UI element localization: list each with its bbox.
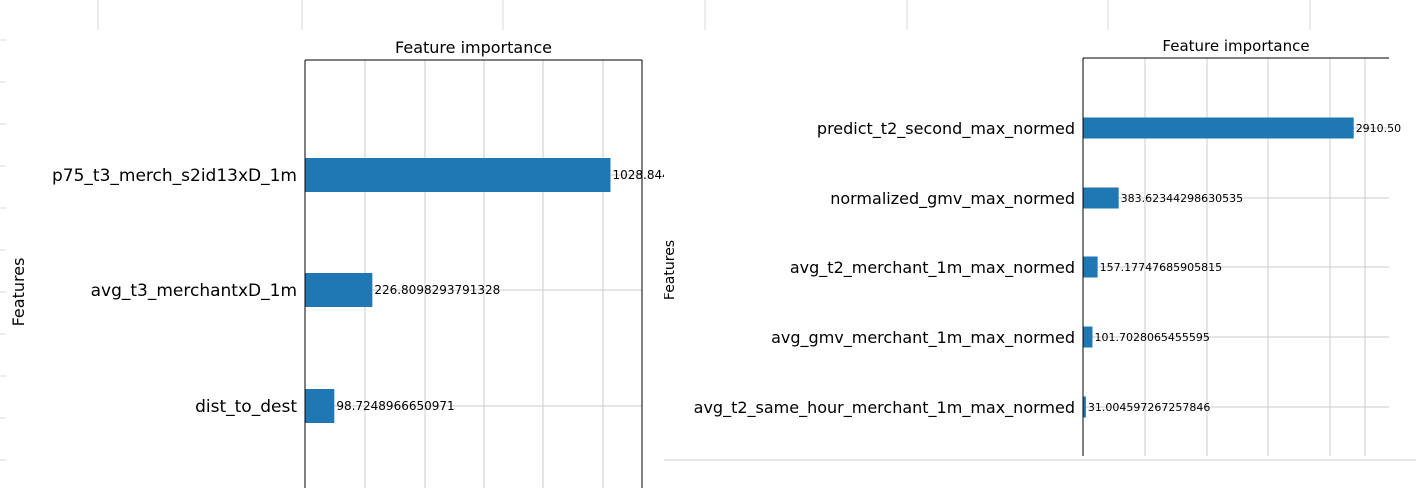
bar-value-label: 1028.844	[612, 168, 664, 182]
category-tick-label: normalized_gmv_max_normed	[830, 189, 1075, 209]
bar-value-label: 31.004597267257846	[1088, 401, 1210, 414]
category-tick-label: predict_t2_second_max_normed	[817, 119, 1075, 139]
category-tick-label: avg_t2_same_hour_merchant_1m_max_normed	[694, 398, 1075, 418]
chart-title: Feature importance	[395, 38, 552, 57]
y-axis-label: Features	[9, 258, 28, 327]
bar	[1083, 256, 1098, 278]
bar	[1083, 117, 1354, 139]
category-tick-label: avg_gmv_merchant_1m_max_normed	[771, 328, 1075, 348]
bar-value-label: 157.17747685905815	[1100, 261, 1222, 274]
chart-panel-right: 31.004597267257846 avg_t2_same_hour_merch…	[664, 0, 1416, 488]
bar	[1083, 396, 1086, 418]
y-axis-label: Features	[664, 240, 678, 300]
bar-value-label: 2910.50	[1356, 122, 1402, 135]
bar	[1083, 187, 1119, 209]
bar-value-label: 98.7248966650971	[336, 399, 454, 413]
bar-value-label: 226.8098293791328	[374, 283, 500, 297]
bar-value-label: 101.7028065455595	[1094, 331, 1209, 344]
feature-importance-chart-left: 98.7248966650971 dist_to_dest 226.80982937…	[9, 38, 664, 488]
bar	[305, 158, 611, 192]
category-tick-label: avg_t3_merchantxD_1m	[91, 281, 297, 301]
chart-title: Feature importance	[1162, 37, 1309, 55]
category-tick-label: p75_t3_merch_s2id13xD_1m	[52, 166, 297, 186]
category-tick-label: dist_to_dest	[195, 397, 297, 417]
feature-importance-chart-right: 31.004597267257846 avg_t2_same_hour_merch…	[664, 37, 1416, 461]
bar	[1083, 326, 1093, 348]
bar	[305, 273, 373, 307]
bar-value-label: 383.62344298630535	[1121, 192, 1243, 205]
category-tick-label: avg_t2_merchant_1m_max_normed	[790, 258, 1075, 278]
chart-panel-left: 98.7248966650971 dist_to_dest 226.80982937…	[0, 0, 664, 488]
bar	[305, 389, 335, 423]
